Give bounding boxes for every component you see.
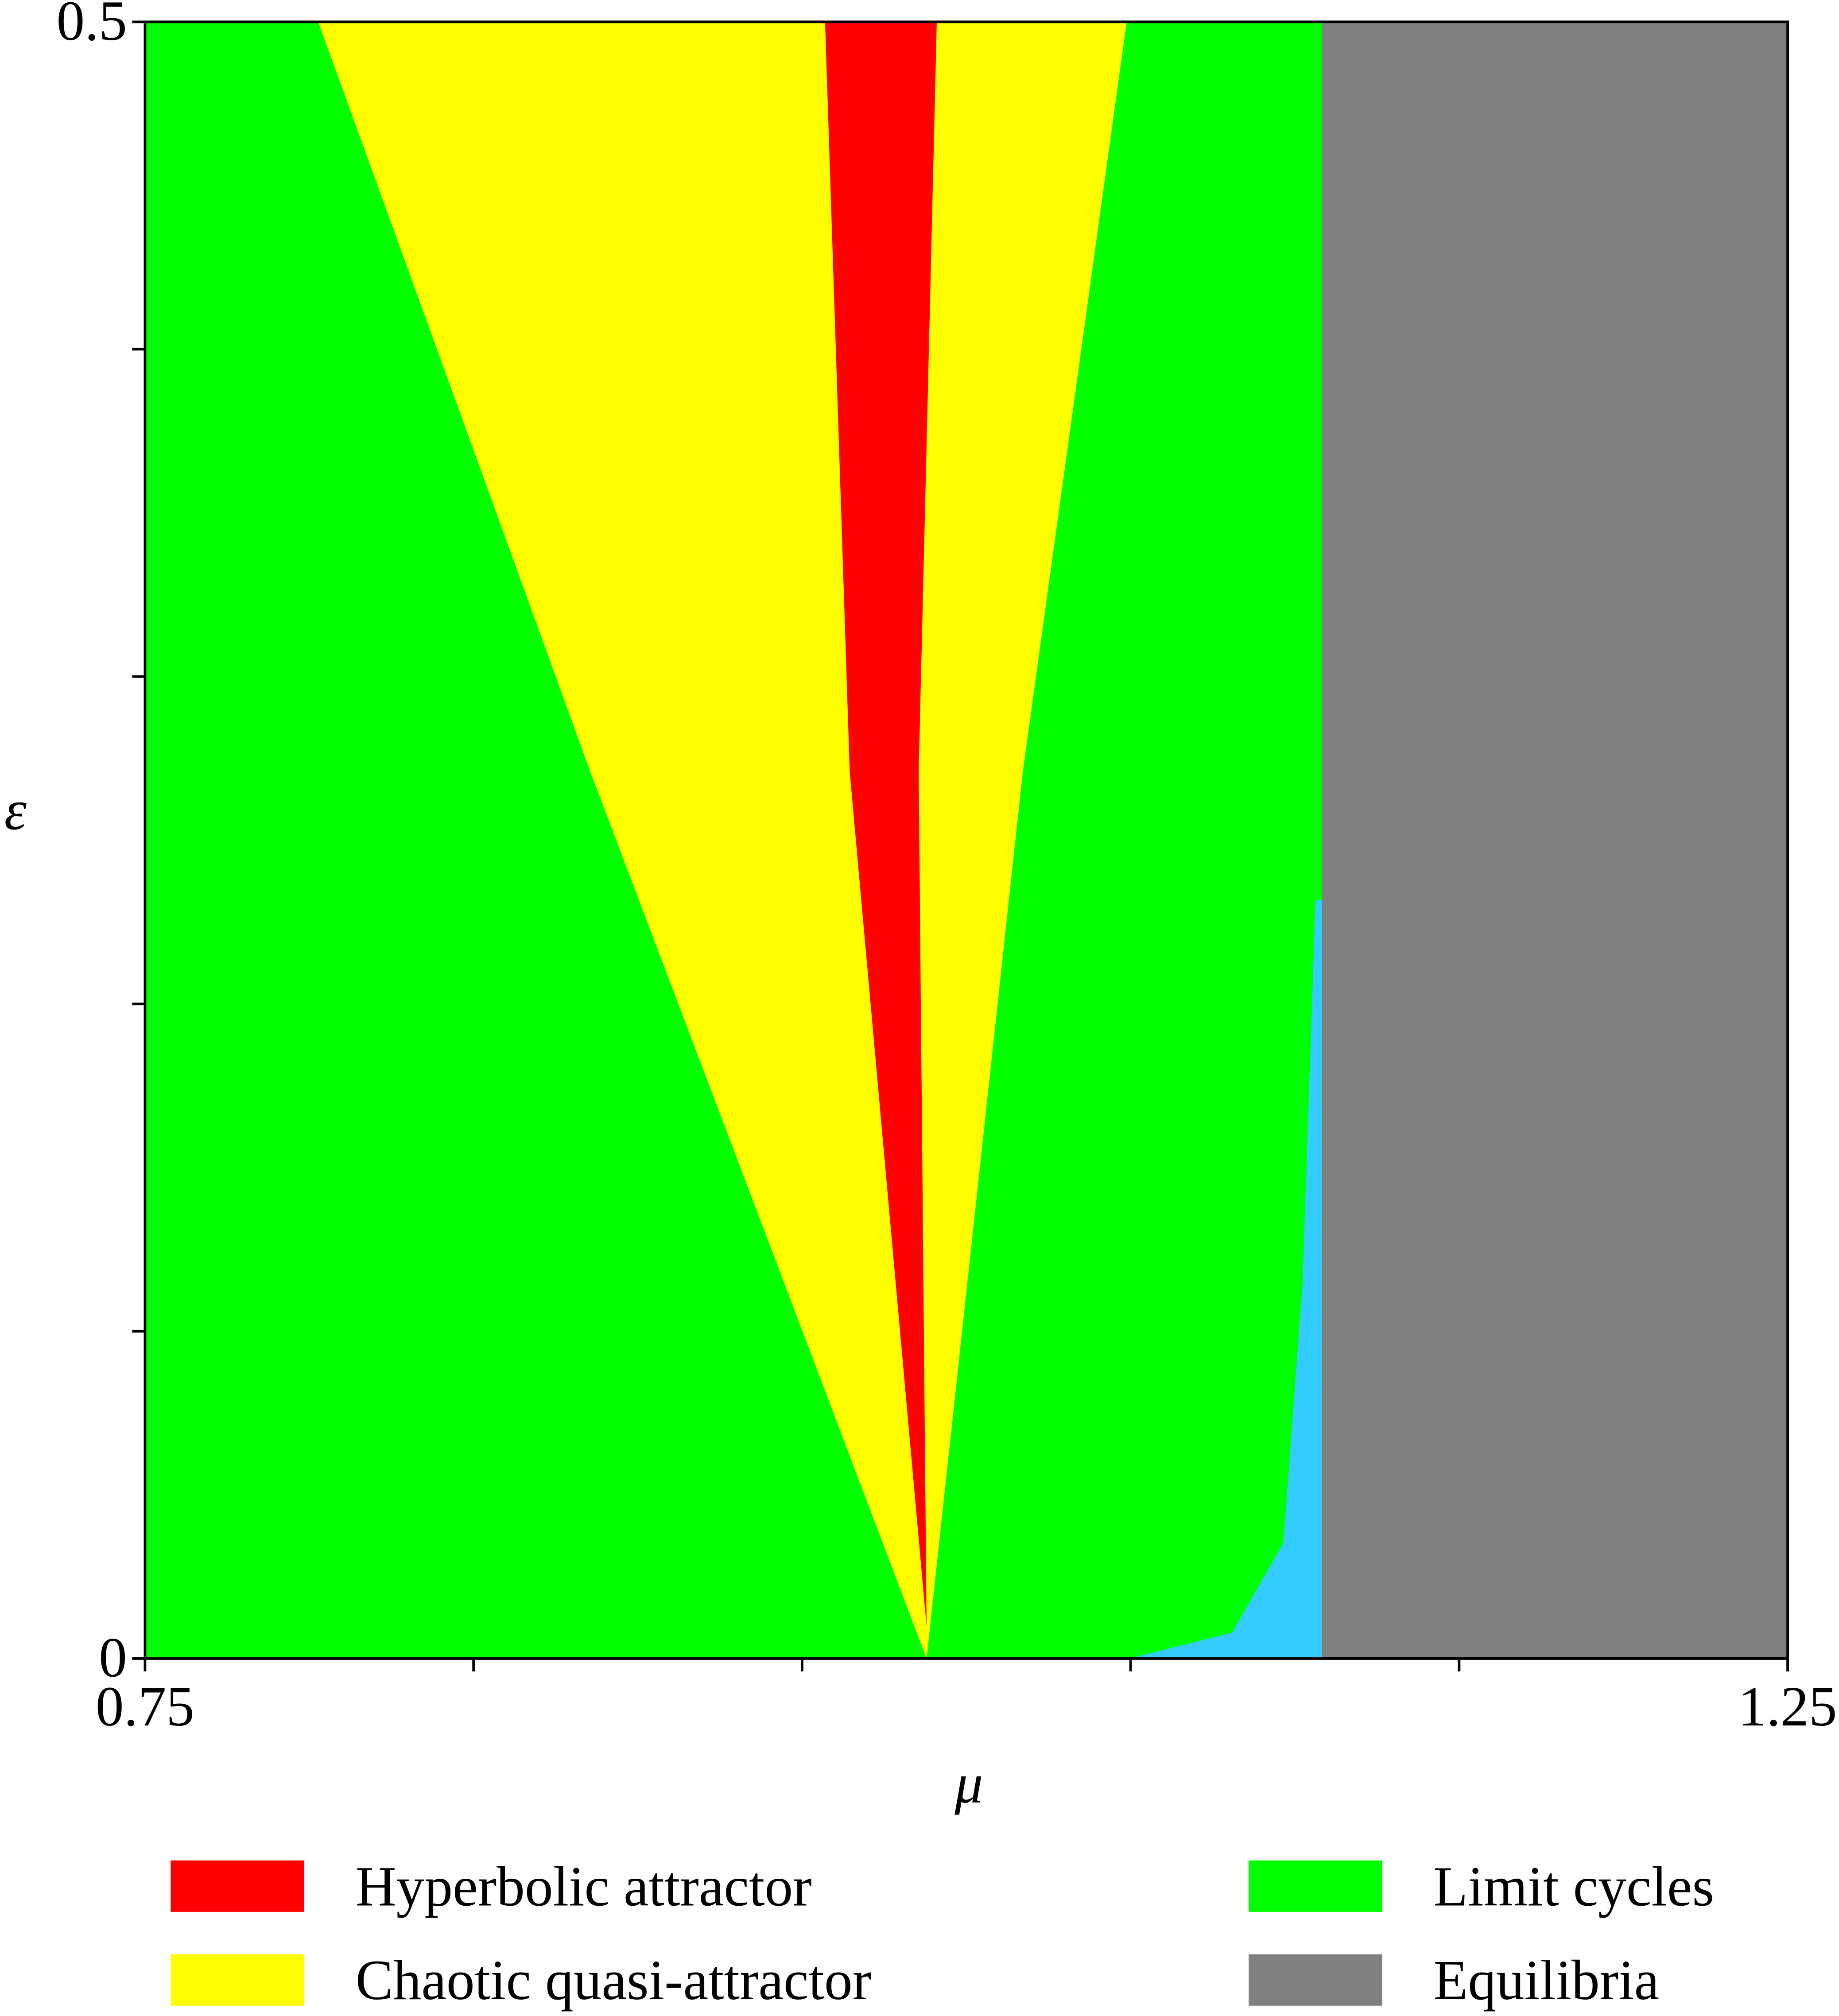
legend-label: Chaotic quasi-attractor — [356, 1949, 872, 2012]
y-tick-label: 0.5 — [56, 0, 127, 52]
legend-swatch — [1249, 1860, 1382, 1912]
legend-swatch — [171, 1860, 304, 1912]
legend-label: Hyperbolic attractor — [356, 1855, 812, 1918]
region — [1129, 900, 1322, 1659]
x-axis-label: μ — [954, 1752, 983, 1815]
legend-label: Equilibria — [1433, 1949, 1659, 2012]
region — [1322, 22, 1788, 1659]
plot-frame — [144, 20, 1789, 1660]
y-axis-label: ε — [4, 779, 27, 841]
region — [825, 22, 937, 1627]
y-tick-label: 0 — [99, 1626, 127, 1689]
x-tick-label: 1.25 — [1738, 1675, 1837, 1738]
x-tick-label: 0.75 — [96, 1675, 194, 1738]
legend-swatch — [1249, 1954, 1382, 2006]
legend-label: Limit cycles — [1433, 1855, 1714, 1918]
legend-swatch — [171, 1954, 304, 2006]
